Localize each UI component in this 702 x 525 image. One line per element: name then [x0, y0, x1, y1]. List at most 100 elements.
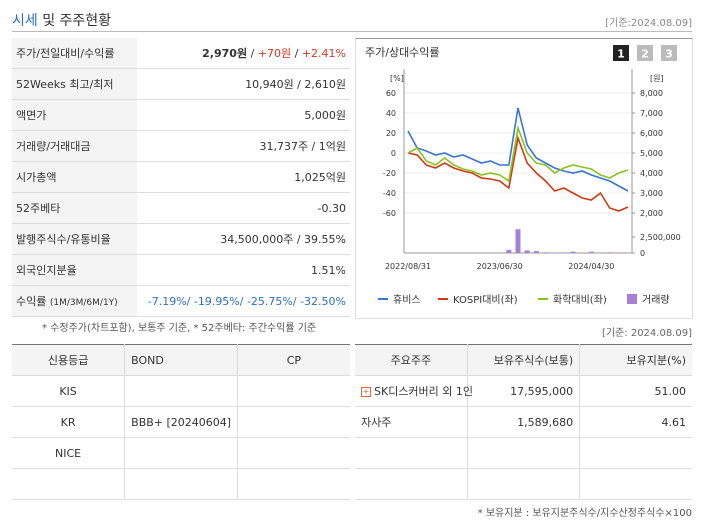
legend-label: KOSPI대비(좌)	[453, 294, 518, 306]
row-value: 34,500,000주 / 39.55%	[137, 223, 350, 255]
tab-button[interactable]: 3	[661, 45, 677, 61]
volume-bar	[533, 251, 539, 253]
table-cell	[237, 468, 350, 500]
y-tick-label: -40	[383, 189, 396, 198]
tab-button[interactable]: 1	[613, 45, 629, 61]
summary-row: 주가/전일대비/수익률 2,970원 / +70원 / +2.41%	[12, 38, 350, 69]
summary-row: 외국인지분율 1.51%	[12, 254, 350, 286]
legend-label: 거래량	[642, 294, 670, 306]
cell-text: KR	[60, 415, 76, 429]
label-text: 수익률	[16, 295, 47, 308]
value-part: +70원	[257, 47, 292, 60]
summary-row: 발행주식수/유통비율 34,500,000주 / 39.55%	[12, 223, 350, 255]
table-row: NICE	[12, 437, 350, 469]
table-cell: NICE	[12, 437, 126, 469]
volume-bar	[506, 249, 512, 253]
table-cell	[237, 375, 350, 407]
table-cell	[579, 437, 692, 469]
table-row: KR BBB+ [20240604]	[12, 406, 350, 438]
row-label: 외국인지분율	[12, 254, 137, 286]
table-cell: KIS	[12, 375, 126, 407]
header-date: [기준:2024.08.09]	[605, 18, 692, 29]
header-title: 시세 및 주주현황	[12, 10, 111, 30]
y2-tick-label: 4,000	[640, 169, 663, 178]
header-cell: BOND	[124, 344, 238, 376]
cell-text: SK디스커버리 외 1인	[374, 385, 474, 398]
table-cell	[124, 437, 238, 469]
label-text: 52Weeks 최고/최저	[16, 78, 114, 91]
summary-row: 액면가 5,000원	[12, 99, 350, 131]
expand-icon[interactable]: +	[361, 387, 371, 397]
header-cell: 보유주식수(보통)	[467, 344, 581, 376]
y-tick-label: 60	[386, 89, 396, 98]
label-text: 시가총액	[16, 171, 57, 184]
cell-text: 1,589,680	[517, 415, 574, 429]
label-text: 외국인지분율	[16, 264, 77, 277]
row-value: 1,025억원	[137, 161, 350, 193]
title-highlight: 시세	[12, 13, 38, 29]
cell-text: 51.00	[654, 384, 687, 398]
legend-swatch	[627, 294, 637, 304]
value-text: 1,025억원	[294, 171, 346, 184]
row-label: 52주베타	[12, 192, 137, 224]
header-row: 주요주주 보유주식수(보통) 보유지분(%)	[355, 344, 692, 376]
y-tick-label: 40	[386, 109, 396, 118]
table-cell	[579, 468, 692, 500]
label-note: (1M/3M/6M/1Y)	[49, 298, 118, 308]
value-text: 31,737주 / 1억원	[259, 140, 346, 153]
summary-row: 52주베타 -0.30	[12, 192, 350, 224]
table-cell: KR	[12, 406, 126, 438]
label-text: 52주베타	[16, 202, 61, 215]
cell-text: 4.61	[661, 415, 687, 429]
tab-bg	[661, 45, 677, 61]
table-cell	[237, 437, 350, 469]
y-tick-label: 0	[391, 149, 396, 158]
volume-bar	[588, 251, 594, 253]
y2-tick-label: 5,000	[640, 149, 663, 158]
legend-label: 화학대비(좌)	[553, 294, 607, 306]
header-cell: 주요주주	[355, 344, 468, 376]
cell-text: NICE	[55, 446, 82, 460]
cell-text: KIS	[59, 384, 77, 398]
footnote: * 보유지분 : 보유지분주식수/지수산정주식수×100	[477, 508, 692, 519]
y2-tick-label: 8,000	[640, 89, 663, 98]
chart-box: 주가/상대수익률 1 2 3 [%] [원] 60 40 20 0 -20 -40 -60 8,000 7,…	[355, 38, 693, 319]
row-label: 주가/전일대비/수익률	[12, 38, 137, 69]
summary-row: 거래량/거래대금 31,737주 / 1억원	[12, 130, 350, 162]
table-row: KIS	[12, 375, 350, 407]
shareholder-table: 주요주주 보유주식수(보통) 보유지분(%) + SK디스커버리 외 1인 17,595,…	[355, 344, 692, 500]
cell-text: BBB+ [20240604]	[131, 415, 232, 429]
table-cell: 1,589,680	[467, 406, 581, 438]
row-value: 2,970원 / +70원 / +2.41%	[137, 38, 350, 69]
series-line	[407, 124, 629, 183]
chart: 주가/상대수익률 1 2 3 [%] [원] 60 40 20 0 -20 -40 -60 8,000 7,…	[365, 45, 681, 306]
row-value: 1.51%	[137, 254, 350, 286]
value-part: /	[247, 47, 258, 60]
table-row: + SK디스커버리 외 1인 17,595,000 51.00	[355, 375, 692, 407]
summary-note: * 수정주가(차트포함), 보통주 기준, * 52주베타: 주간수익률 기준	[42, 323, 317, 334]
tab-button[interactable]: 2	[637, 45, 653, 61]
row-value: 5,000원	[137, 99, 350, 131]
volume-bar	[552, 252, 558, 253]
label-text: 주가/전일대비/수익률	[16, 47, 115, 60]
x-tick-label: 2024/04/30	[568, 262, 614, 271]
series-line	[407, 134, 629, 212]
table-cell	[467, 437, 581, 469]
table-row: 자사주 1,589,680 4.61	[355, 406, 692, 438]
y-unit: [%]	[390, 74, 404, 83]
header-cell: 신용등급	[12, 344, 126, 376]
chart-title: 주가/상대수익률	[365, 46, 440, 59]
y2-tick-label: 7,000	[640, 109, 663, 118]
y2-tick-label: 2,000	[640, 209, 663, 218]
row-value: 31,737주 / 1억원	[137, 130, 350, 162]
value-text: 1.51%	[311, 263, 346, 277]
table-cell: 자사주	[355, 406, 468, 438]
table-row	[12, 468, 350, 500]
table-cell	[124, 468, 238, 500]
volume-tick-label: 0	[640, 249, 645, 258]
x-tick-label: 2022/08/31	[385, 262, 431, 271]
divider	[12, 31, 692, 32]
tab-bg	[613, 45, 629, 61]
volume-bar	[515, 229, 521, 253]
